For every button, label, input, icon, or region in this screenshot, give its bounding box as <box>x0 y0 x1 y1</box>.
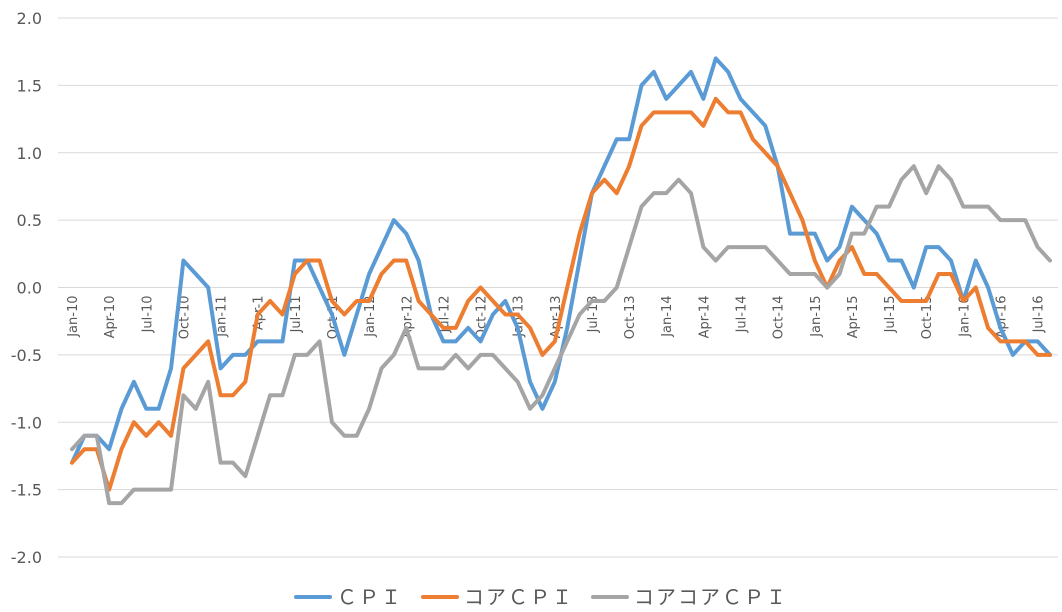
x-tick-label: Oct-14 <box>772 296 787 340</box>
x-tick-label: Jan-12 <box>363 296 378 338</box>
x-tick-label: Oct-13 <box>623 296 638 340</box>
series-line-2 <box>70 96 1052 492</box>
y-tick-label: -2.0 <box>11 548 42 567</box>
x-tick-label: Apr-14 <box>697 296 712 339</box>
x-tick-label: Apr-12 <box>400 296 415 339</box>
legend: ＣＰＩ コアＣＰＩ コアコアＣＰＩ <box>294 585 788 609</box>
legend-label-1: ＣＰＩ <box>337 585 403 609</box>
x-tick-label: Jan-16 <box>957 296 972 338</box>
series-line-1 <box>70 56 1052 465</box>
x-tick-label: Jul-14 <box>735 296 750 334</box>
x-tick-label: Jul-10 <box>140 296 155 334</box>
y-tick-label: 0.0 <box>17 279 42 298</box>
y-tick-label: 2.0 <box>17 9 42 28</box>
x-tick-label: Oct-15 <box>920 296 935 340</box>
x-tick-label: Jul-15 <box>883 296 898 334</box>
gridlines <box>58 17 1058 558</box>
y-tick-label: 1.5 <box>17 76 42 95</box>
y-tick-label: -0.5 <box>11 346 42 365</box>
y-tick-label: -1.5 <box>11 481 42 500</box>
x-tick-label: Oct-12 <box>475 295 490 339</box>
x-tick-label: Jan-10 <box>66 296 81 338</box>
legend-label-2: コアＣＰＩ <box>464 585 574 609</box>
x-tick-label: Apr-15 <box>846 296 861 339</box>
x-tick-label: Apr-13 <box>549 296 564 339</box>
y-tick-label: 1.0 <box>17 144 42 163</box>
y-axis: 2.0 1.5 1.0 0.5 0.0 -0.5 -1.0 -1.5 -2.0 <box>11 9 42 567</box>
y-tick-label: 0.5 <box>17 211 42 230</box>
x-axis: Jan-10 Apr-10 Jul-10 Oct-10 Jan-11 Apr-1 Jul-1… <box>66 295 1047 339</box>
x-tick-label: Jul-16 <box>1032 296 1047 334</box>
x-tick-label: Jan-11 <box>215 296 230 338</box>
series-lines <box>70 56 1052 506</box>
legend-label-3: コアコアＣＰＩ <box>634 585 788 609</box>
x-tick-label: Apr-10 <box>103 296 118 339</box>
y-tick-label: -1.0 <box>11 413 42 432</box>
x-tick-label: Jan-15 <box>809 296 824 338</box>
x-tick-label: Jul-11 <box>289 296 304 334</box>
series-line-3 <box>70 164 1052 506</box>
x-tick-label: Oct-10 <box>177 296 192 340</box>
x-tick-label: Jan-14 <box>660 296 675 338</box>
x-tick-label: Apr-16 <box>994 295 1009 338</box>
